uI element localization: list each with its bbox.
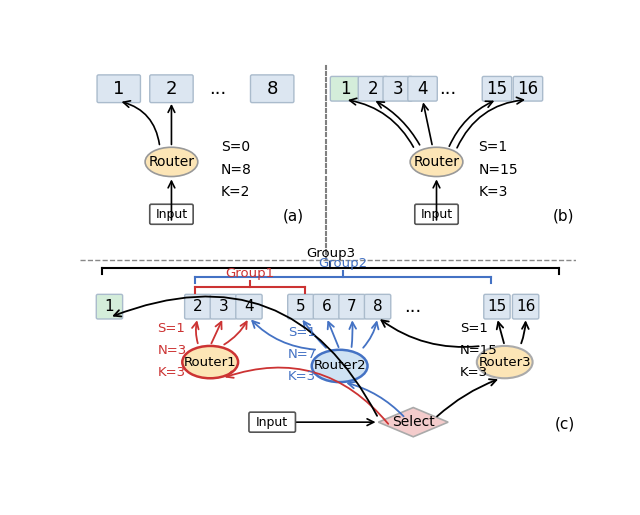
- Text: 8: 8: [266, 80, 278, 98]
- Text: ...: ...: [209, 80, 227, 98]
- FancyBboxPatch shape: [330, 76, 360, 101]
- Ellipse shape: [477, 346, 532, 379]
- FancyBboxPatch shape: [482, 76, 511, 101]
- Text: Select: Select: [392, 415, 435, 429]
- FancyBboxPatch shape: [249, 412, 296, 432]
- Ellipse shape: [410, 147, 463, 177]
- Text: 3: 3: [218, 299, 228, 314]
- Text: S=1
N=7
K=3: S=1 N=7 K=3: [288, 326, 317, 383]
- Ellipse shape: [312, 350, 367, 382]
- Text: ...: ...: [404, 298, 422, 316]
- Text: Group3: Group3: [306, 248, 355, 261]
- Text: Group1: Group1: [225, 267, 275, 280]
- FancyBboxPatch shape: [513, 295, 539, 319]
- Text: 1: 1: [113, 80, 124, 98]
- FancyBboxPatch shape: [358, 76, 388, 101]
- Text: 2: 2: [367, 80, 378, 98]
- FancyBboxPatch shape: [408, 76, 437, 101]
- Text: (b): (b): [553, 208, 574, 224]
- Ellipse shape: [182, 346, 238, 379]
- Text: 16: 16: [517, 80, 538, 98]
- Text: Input: Input: [420, 208, 452, 221]
- FancyBboxPatch shape: [96, 295, 123, 319]
- FancyBboxPatch shape: [288, 295, 314, 319]
- FancyBboxPatch shape: [150, 204, 193, 224]
- Text: (a): (a): [283, 208, 304, 224]
- FancyBboxPatch shape: [250, 75, 294, 102]
- Text: 7: 7: [348, 299, 357, 314]
- Text: Router3: Router3: [478, 355, 531, 369]
- FancyBboxPatch shape: [313, 295, 340, 319]
- FancyBboxPatch shape: [513, 76, 543, 101]
- Text: 1: 1: [104, 299, 115, 314]
- Text: Router2: Router2: [314, 359, 366, 372]
- Ellipse shape: [145, 147, 198, 177]
- Text: S=1
N=3
K=3: S=1 N=3 K=3: [157, 322, 187, 379]
- Text: 15: 15: [487, 299, 507, 314]
- FancyBboxPatch shape: [339, 295, 365, 319]
- Text: Router: Router: [413, 155, 460, 169]
- Text: (c): (c): [555, 416, 575, 431]
- FancyBboxPatch shape: [97, 75, 140, 102]
- Text: 1: 1: [340, 80, 350, 98]
- FancyBboxPatch shape: [236, 295, 262, 319]
- Text: Input: Input: [156, 208, 188, 221]
- Text: 5: 5: [296, 299, 306, 314]
- Text: 15: 15: [486, 80, 508, 98]
- FancyBboxPatch shape: [383, 76, 412, 101]
- Text: 2: 2: [166, 80, 177, 98]
- Text: 4: 4: [244, 299, 254, 314]
- Polygon shape: [378, 407, 448, 437]
- FancyBboxPatch shape: [415, 204, 458, 224]
- FancyBboxPatch shape: [150, 75, 193, 102]
- FancyBboxPatch shape: [484, 295, 510, 319]
- Text: Group2: Group2: [318, 256, 367, 270]
- Text: S=0
N=8
K=2: S=0 N=8 K=2: [221, 140, 252, 199]
- Text: 4: 4: [417, 80, 428, 98]
- Text: Input: Input: [256, 416, 288, 428]
- Text: S=1
N=15
K=3: S=1 N=15 K=3: [478, 140, 518, 199]
- FancyBboxPatch shape: [210, 295, 237, 319]
- Text: Router1: Router1: [184, 355, 237, 369]
- FancyBboxPatch shape: [364, 295, 391, 319]
- Text: 8: 8: [372, 299, 383, 314]
- Text: 6: 6: [321, 299, 332, 314]
- Text: 3: 3: [392, 80, 403, 98]
- Text: S=1
N=15
K=3: S=1 N=15 K=3: [460, 322, 497, 379]
- Text: ...: ...: [439, 80, 456, 98]
- Text: 2: 2: [193, 299, 203, 314]
- Text: 16: 16: [516, 299, 535, 314]
- FancyBboxPatch shape: [184, 295, 211, 319]
- Text: Router: Router: [148, 155, 195, 169]
